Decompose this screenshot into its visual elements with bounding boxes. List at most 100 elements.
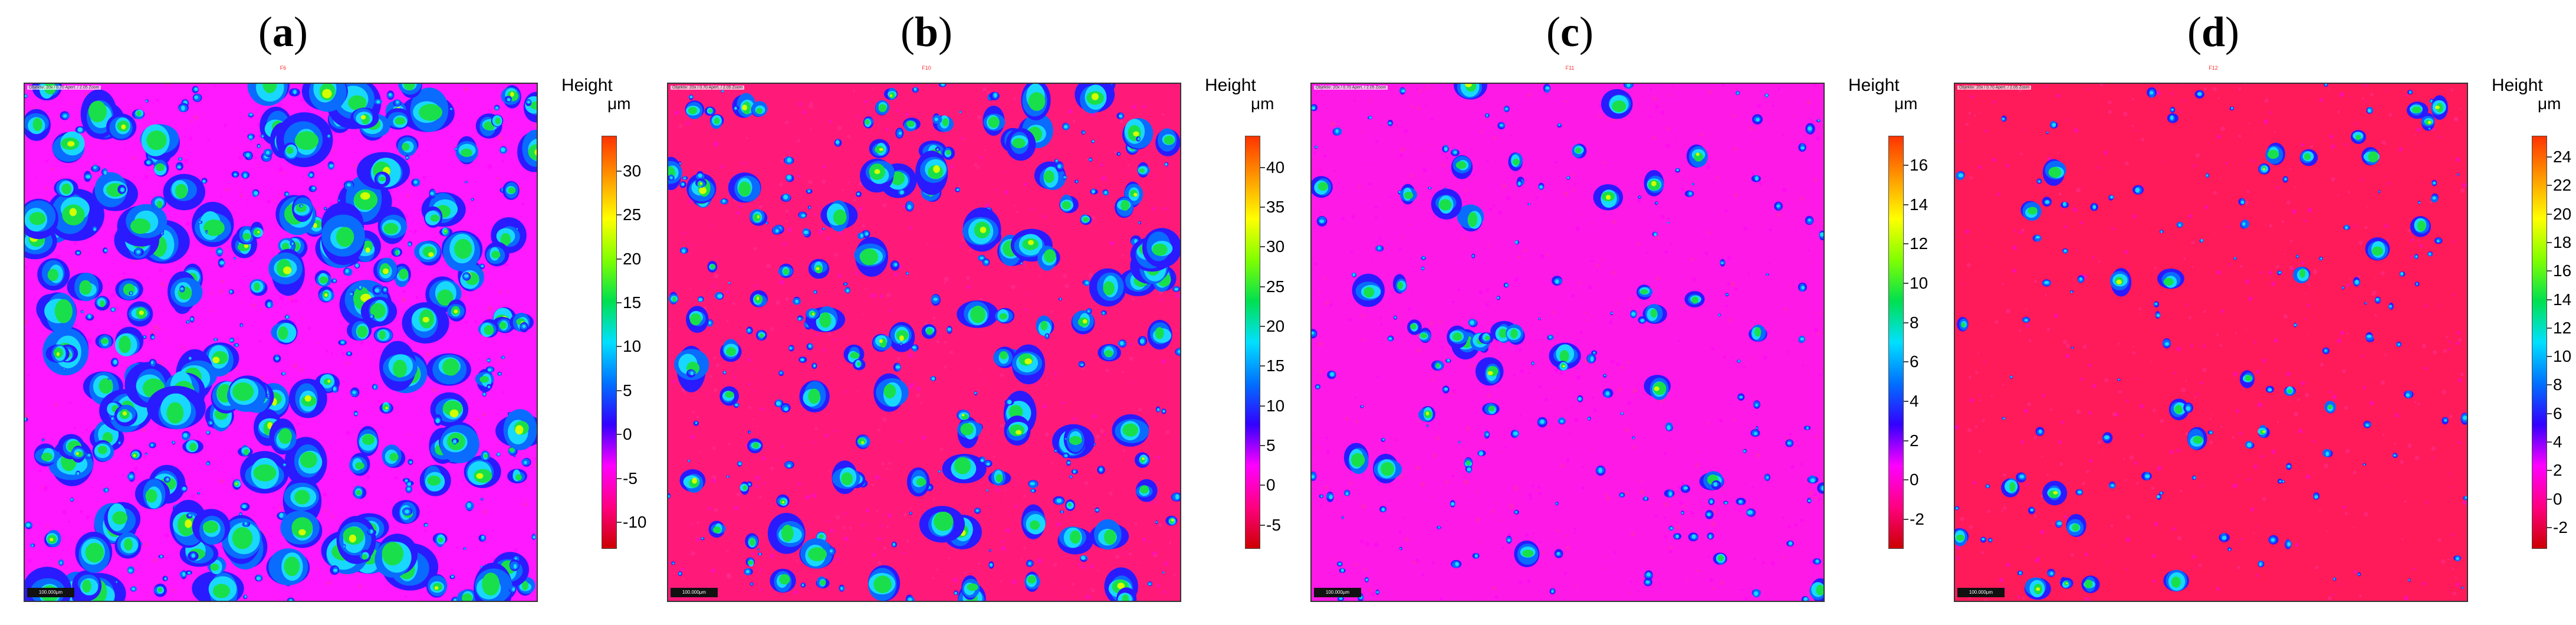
colorbar-tick-mark — [617, 434, 622, 436]
colorbar-tick-label: -10 — [623, 513, 647, 532]
scale-bar: 100.000μm — [1314, 588, 1361, 597]
colorbar-tick-label: 14 — [1910, 195, 1928, 214]
colorbar-tick-label: 0 — [623, 425, 632, 444]
height-map: Objektiv: 20x / 0.70 Apert. / 2.05 Zoom … — [24, 83, 538, 602]
colorbar-tick-mark — [2547, 470, 2552, 472]
colorbar-tick-mark — [1260, 286, 1265, 287]
colorbar-tick-mark — [617, 170, 622, 172]
colorbar-tick-label: 10 — [2553, 347, 2572, 366]
colorbar-tick-label: 16 — [2553, 261, 2572, 280]
panel-a: (a) F6 Objektiv: 20x / 0.70 Apert. / 2.0… — [24, 0, 666, 625]
panel-c: (c) F11 Objektiv: 20x / 0.70 Apert. / 2.… — [1310, 0, 1953, 625]
colorbar-unit: μm — [1251, 94, 1274, 113]
scale-bar: 100.000μm — [671, 588, 718, 597]
colorbar-tick-mark — [1904, 322, 1908, 323]
panel-subtitle: F11 — [1565, 65, 1575, 71]
colorbar-tick-mark — [1904, 283, 1908, 284]
height-map: Objektiv: 20x / 0.70 Apert. / 2.05 Zoom … — [1310, 83, 1825, 602]
colorbar-tick-mark — [1260, 246, 1265, 248]
height-map: Objektiv: 20x / 0.70 Apert. / 2.05 Zoom … — [667, 83, 1181, 602]
colorbar-tick-mark — [2547, 356, 2552, 358]
colorbar-tick-mark — [1260, 445, 1265, 446]
colorbar-tick-mark — [617, 477, 622, 479]
height-map-image — [1955, 84, 2467, 601]
colorbar-tick-mark — [1260, 485, 1265, 486]
colorbar-tick-mark — [617, 302, 622, 303]
colorbar-ticks: 16 14 12 10 8 6 4 2 0 -2 — [1310, 0, 1928, 625]
colorbar-ticks: 24 22 20 18 16 14 12 10 8 6 4 2 0 -2 — [1954, 0, 2571, 625]
colorbar-tick-mark — [2547, 156, 2552, 158]
colorbar-tick-label: 20 — [2553, 204, 2572, 223]
colorbar-tick-label: 5 — [623, 381, 632, 400]
map-info: Objektiv: 20x / 0.70 Apert. / 2.05 Zoom — [1314, 86, 1388, 90]
colorbar-tick-mark — [2547, 384, 2552, 386]
colorbar-tick-label: 30 — [1266, 237, 1285, 256]
colorbar-tick-label: 6 — [2553, 404, 2562, 423]
scale-bar: 100.000μm — [1957, 588, 2005, 597]
colorbar-tick-label: 15 — [1266, 356, 1285, 375]
colorbar-tick-mark — [2547, 242, 2552, 244]
colorbar-tick-mark — [1260, 365, 1265, 367]
colorbar-tick-label: 8 — [1910, 313, 1919, 332]
colorbar-tick-mark — [1904, 361, 1908, 363]
panel-label: (c) — [1546, 8, 1593, 55]
panel-d: (d) F12 Objektiv: 20x / 0.70 Apert. / 2.… — [1954, 0, 2576, 625]
colorbar-tick-label: 14 — [2553, 290, 2572, 309]
colorbar-tick-label: 10 — [1266, 396, 1285, 415]
colorbar — [1245, 136, 1260, 549]
colorbar-tick-mark — [2547, 498, 2552, 500]
height-map-image — [1312, 84, 1823, 601]
colorbar-tick-mark — [1904, 204, 1908, 205]
panel-subtitle: F12 — [2209, 65, 2218, 71]
colorbar-tick-label: 35 — [1266, 198, 1285, 217]
colorbar-tick-mark — [1904, 401, 1908, 402]
colorbar-tick-mark — [2547, 441, 2552, 443]
colorbar-tick-mark — [1904, 479, 1908, 481]
colorbar-tick-mark — [1260, 166, 1265, 168]
colorbar-unit: μm — [2538, 94, 2561, 113]
colorbar-tick-label: 4 — [2553, 432, 2562, 451]
colorbar-tick-label: -2 — [2553, 518, 2568, 536]
colorbar-tick-label: 40 — [1266, 158, 1285, 176]
panel-b: (b) F10 Objektiv: 20x / 0.70 Apert. / 2.… — [667, 0, 1310, 625]
colorbar-tick-mark — [1904, 165, 1908, 166]
colorbar-tick-mark — [617, 214, 622, 216]
panel-label: (b) — [900, 8, 952, 55]
colorbar-title: Height — [1205, 76, 1256, 95]
colorbar-tick-mark — [617, 346, 622, 348]
colorbar-tick-label: 30 — [623, 161, 642, 180]
colorbar-tick-label: -5 — [623, 469, 638, 487]
colorbar-tick-label: 25 — [1266, 277, 1285, 296]
colorbar-tick-mark — [2547, 299, 2552, 300]
panel-subtitle: F6 — [280, 65, 287, 71]
colorbar-tick-label: 10 — [1910, 274, 1928, 292]
colorbar-tick-label: 22 — [2553, 176, 2572, 195]
colorbar-tick-mark — [1904, 440, 1908, 441]
colorbar-tick-mark — [2547, 213, 2552, 215]
colorbar-title: Height — [561, 76, 613, 95]
colorbar-tick-label: 18 — [2553, 233, 2572, 252]
colorbar-tick-label: 2 — [2553, 461, 2562, 480]
colorbar-tick-mark — [617, 522, 622, 523]
colorbar-unit: μm — [1894, 94, 1918, 113]
colorbar-tick-mark — [1260, 207, 1265, 208]
map-info: Objektiv: 20x / 0.70 Apert. / 2.05 Zoom — [1957, 86, 2032, 90]
colorbar-tick-label: 15 — [623, 293, 642, 312]
colorbar-ticks: 40 35 30 25 20 15 10 5 0 -5 — [667, 0, 1284, 625]
colorbar-tick-mark — [2547, 270, 2552, 272]
colorbar-tick-label: 16 — [1910, 156, 1928, 174]
colorbar-title: Height — [1848, 76, 1900, 95]
colorbar-tick-mark — [1904, 519, 1908, 520]
map-info: Objektiv: 20x / 0.70 Apert. / 2.05 Zoom — [671, 86, 745, 90]
colorbar-tick-mark — [1260, 524, 1265, 526]
map-info: Objektiv: 20x / 0.70 Apert. / 2.05 Zoom — [27, 86, 101, 90]
colorbar-tick-label: 0 — [1910, 470, 1919, 489]
colorbar-ticks: 30 25 20 15 10 5 0 -5 -10 — [24, 0, 646, 625]
colorbar-tick-label: 5 — [1266, 436, 1276, 454]
colorbar-tick-mark — [1260, 405, 1265, 407]
colorbar-tick-mark — [2547, 185, 2552, 186]
colorbar-tick-label: -2 — [1910, 510, 1924, 528]
colorbar-tick-mark — [1904, 243, 1908, 245]
colorbar-tick-mark — [2547, 413, 2552, 414]
colorbar-tick-label: 6 — [1910, 352, 1919, 371]
